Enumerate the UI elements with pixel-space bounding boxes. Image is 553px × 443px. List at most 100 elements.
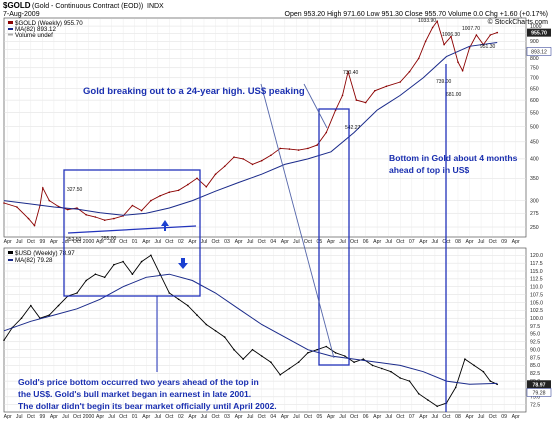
x-tick-label: Oct [211, 239, 220, 245]
x-tick-label: Oct [489, 414, 498, 420]
top-panel-frame [3, 17, 527, 238]
gold-ma-line [3, 42, 498, 216]
usd-data-point [150, 254, 152, 257]
usd-data-point [390, 370, 392, 373]
annotation-footnote-3: The dollar didn't begin its bear market … [18, 401, 277, 411]
x-tick-label: Jul [385, 239, 392, 245]
header-name: (Gold - Continuous Contract (EOD)) [32, 3, 143, 10]
y-tick-label: 500 [530, 124, 539, 130]
usd-data-point [85, 279, 87, 282]
y-tick-label: 117.5 [530, 261, 543, 267]
y-tick-label: 115.0 [530, 269, 543, 275]
legend-usd-ma: MA(82) 79.28 [15, 257, 53, 264]
label-252: 252.50 [66, 237, 82, 243]
usd-data-point [177, 298, 180, 301]
y-tick-label: 550 [530, 111, 539, 117]
usd-data-point [113, 263, 115, 266]
annotation-breakout: Gold breaking out to a 24-year high. US$… [83, 86, 305, 97]
x-tick-label: Oct [489, 239, 498, 245]
gold-data-point [177, 189, 180, 192]
label-1006: 1006.30 [442, 32, 460, 38]
x-tick-label: Apr [327, 414, 335, 420]
header-brand: © StockCharts.com [488, 18, 549, 26]
gold-data-point [27, 217, 30, 220]
label-255: 255.00 [101, 236, 117, 242]
y-tick-label: 350 [530, 176, 539, 182]
annotation-shapes [63, 64, 447, 412]
x-tick-label: 04 [270, 239, 276, 245]
x-tick-label: 99 [39, 239, 45, 245]
value-tags: 955.70 893.12 78.97 79.28 [526, 28, 552, 397]
x-tick-label: Apr [235, 414, 243, 420]
y-tick-label: 700 [530, 76, 539, 82]
gold-ma-tag-text: 893.12 [531, 49, 547, 55]
gold-data-point [374, 90, 376, 92]
legend-swatch-vol [8, 33, 13, 36]
gold-data-point [347, 70, 349, 73]
x-tick-label: Apr [235, 239, 243, 245]
x-tick-label: 05 [317, 414, 323, 420]
x-tick-label: Apr [465, 239, 473, 245]
legend-usd: $USD (Weekly) 78.97 [15, 250, 75, 257]
label-1007: 1007.70 [462, 26, 480, 32]
gold-data-point [187, 183, 189, 186]
y-tick-label: 400 [530, 157, 539, 163]
bottom-x-axis: Apr Jul Oct 99 Apr Jul Oct 2000 Apr Jul Oct 01 Apr Ju… [4, 414, 520, 420]
legend-swatch-usd-ma [8, 259, 13, 261]
gold-data-point [270, 154, 272, 157]
y-tick-label: 275 [530, 211, 539, 217]
usd-data-point [408, 380, 411, 382]
gold-data-point [385, 85, 388, 88]
usd-last-tag-text: 78.97 [533, 382, 546, 388]
y-tick-label: 120.0 [530, 253, 543, 259]
x-tick-label: Jul [62, 239, 69, 245]
legend-swatch-ma [8, 28, 13, 30]
x-tick-label: Apr [512, 239, 520, 245]
x-tick-label: 02 [178, 414, 184, 420]
x-tick-label: Jul [62, 414, 69, 420]
usd-data-point [94, 273, 97, 276]
usd-data-point [381, 367, 383, 370]
x-tick-label: Jul [108, 414, 115, 420]
usd-data-point [307, 352, 309, 354]
top-x-axis: Apr Jul Oct 99 Apr Jul Oct 2000 Apr Jul Oct 01 Apr Ju… [4, 239, 520, 245]
bottom-legend: $USD (Weekly) 78.97 MA(82) 79.28 [8, 250, 75, 264]
x-tick-label: Oct [258, 239, 267, 245]
label-542: 542.27 [345, 125, 361, 131]
label-951: 951.30 [480, 44, 496, 50]
usd-data-point [122, 260, 124, 263]
header-exchange: INDX [147, 3, 164, 10]
x-tick-label: Oct [396, 414, 405, 420]
gold-data-point [341, 94, 344, 97]
usd-data-point [233, 348, 235, 351]
y-tick-label: 800 [530, 56, 539, 62]
x-tick-label: Jul [432, 239, 439, 245]
y-tick-label: 105.0 [530, 300, 543, 306]
usd-data-point [140, 260, 143, 263]
x-tick-label: Oct [73, 414, 82, 420]
label-1033: 1033.90 [418, 18, 436, 24]
x-tick-label: 03 [224, 414, 230, 420]
gold-data-point [424, 40, 427, 43]
usd-data-point [48, 314, 51, 316]
x-tick-label: Apr [373, 414, 381, 420]
legend-swatch-gold [8, 21, 13, 24]
x-tick-label: Jul [478, 239, 485, 245]
y-tick-label: 100.0 [530, 316, 543, 322]
box-breakout [318, 108, 350, 366]
usd-data-point [371, 364, 374, 367]
top-legend: $GOLD (Weekly) 955.70 MA(82) 893.12 Volu… [8, 20, 83, 39]
x-tick-label: Oct [27, 414, 36, 420]
gold-data-point [475, 34, 478, 36]
header-ohlc: Open 953.20 High 971.60 Low 951.30 Close… [285, 11, 548, 18]
label-730: 730.40 [343, 70, 359, 76]
y-tick-label: 87.5 [530, 355, 540, 361]
usd-data-point [131, 273, 134, 276]
usd-data-point [344, 355, 346, 357]
gold-data-point [103, 219, 106, 221]
y-tick-label: 250 [530, 225, 539, 231]
usd-data-point [362, 358, 365, 360]
x-tick-label: Apr [419, 239, 427, 245]
x-tick-label: 2000 [83, 414, 95, 420]
x-tick-label: Apr [327, 239, 335, 245]
